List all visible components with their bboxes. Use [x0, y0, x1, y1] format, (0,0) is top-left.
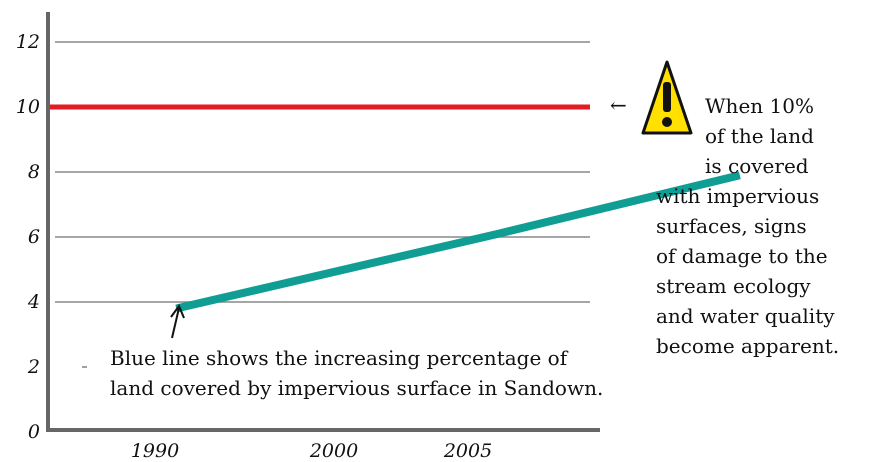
threshold-arrow: ←: [610, 93, 627, 117]
warning-triangle-icon: [643, 62, 691, 133]
y-tick-label-2: 2: [27, 356, 40, 378]
x-tick-label-2000: 2000: [309, 440, 358, 462]
y-tick-label-0: 0: [28, 421, 40, 443]
threshold-note-7: stream ecology: [656, 274, 811, 298]
line-annotation: Blue line shows the increasing percentag…: [110, 306, 603, 400]
threshold-note-1: When 10%: [705, 94, 814, 118]
threshold-note-9: become apparent.: [656, 334, 839, 358]
y-tick-label-12: 12: [16, 31, 40, 53]
threshold-annotation: ← When 10% of the land is covered with i…: [610, 62, 839, 358]
threshold-note-3: is covered: [705, 154, 809, 178]
grid-lines: [55, 42, 590, 367]
y-tick-label-8: 8: [28, 161, 40, 183]
y-tick-labels: 0 2 4 6 8 10 12: [16, 31, 40, 443]
y-tick-label-4: 4: [27, 291, 40, 313]
threshold-note-2: of the land: [705, 124, 814, 148]
threshold-note-6: of damage to the: [656, 244, 828, 268]
threshold-note-8: and water quality: [656, 304, 835, 328]
y-tick-label-10: 10: [16, 96, 40, 118]
line-note-1: Blue line shows the increasing percentag…: [110, 346, 569, 370]
x-tick-labels: 1990 2000 2005: [131, 440, 492, 462]
line-note-2: land covered by impervious surface in Sa…: [110, 376, 603, 400]
threshold-note-5: surfaces, signs: [656, 214, 807, 238]
x-tick-label-1990: 1990: [131, 440, 179, 462]
x-tick-label-2005: 2005: [443, 440, 492, 462]
y-tick-label-6: 6: [28, 226, 40, 248]
threshold-note-4: with impervious: [656, 184, 819, 208]
